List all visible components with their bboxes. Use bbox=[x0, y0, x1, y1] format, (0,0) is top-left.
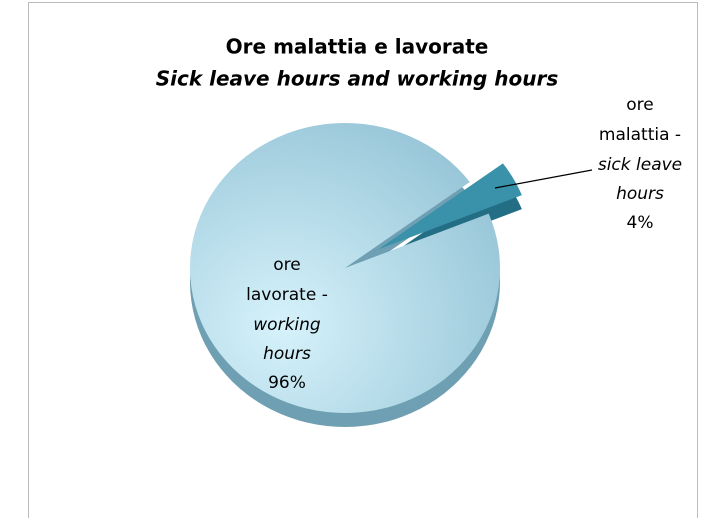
data-label-category: ore malattia - bbox=[599, 95, 681, 145]
label-line: ore bbox=[626, 95, 653, 115]
label-line: ore bbox=[273, 255, 300, 275]
label-line: hours bbox=[616, 184, 664, 204]
label-line: hours bbox=[263, 344, 311, 364]
label-line: malattia - bbox=[599, 125, 681, 145]
data-label-value: 96% bbox=[268, 373, 306, 393]
data-label-category-en: sick leave hours bbox=[598, 155, 682, 204]
label-line: lavorate - bbox=[246, 285, 328, 305]
slice bbox=[190, 123, 501, 414]
chart-border bbox=[28, 2, 698, 518]
chart-subtitle: Sick leave hours and working hours bbox=[156, 67, 559, 91]
pie bbox=[190, 123, 522, 427]
data-label-category-en: working hours bbox=[253, 315, 321, 364]
leader-line bbox=[494, 169, 593, 189]
slice bbox=[378, 163, 522, 250]
chart-title: Ore malattia e lavorate bbox=[226, 35, 489, 59]
data-label-category: ore lavorate - bbox=[246, 255, 328, 305]
label-line: working bbox=[253, 315, 321, 335]
label-line: sick leave bbox=[598, 155, 682, 175]
data-label-value: 4% bbox=[627, 213, 654, 233]
